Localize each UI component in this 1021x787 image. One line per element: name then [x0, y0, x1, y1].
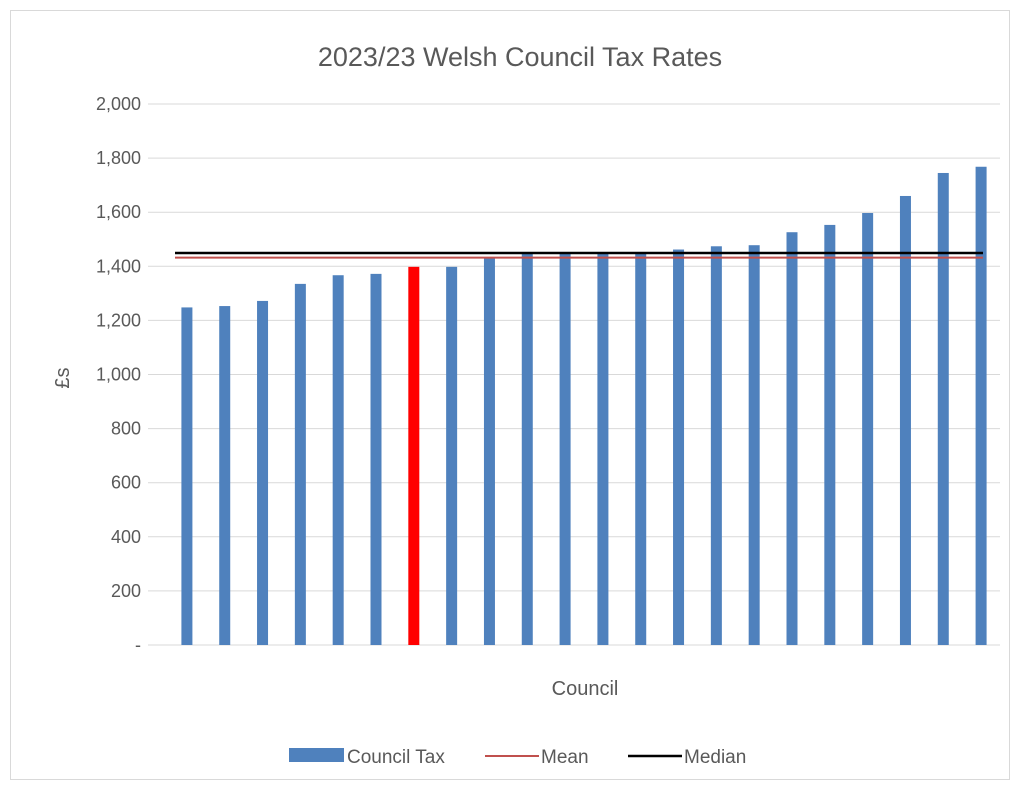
bar	[710, 246, 722, 645]
bar	[257, 300, 269, 645]
y-axis-ticks: - 200 400 600 800 1,000 1,200 1,400 1,600 1,800 2,…	[96, 94, 141, 655]
y-tick-label: 600	[111, 473, 141, 493]
bar	[862, 213, 874, 645]
bar	[370, 273, 382, 645]
y-tick-label: 400	[111, 527, 141, 547]
y-tick-label: 1,000	[96, 365, 141, 385]
legend-label: Council Tax	[347, 747, 445, 768]
y-tick-label: 2,000	[96, 94, 141, 114]
bar	[559, 252, 571, 645]
bar	[597, 252, 609, 645]
bar	[635, 252, 647, 645]
reference-lines	[175, 251, 983, 259]
bar	[521, 253, 533, 646]
y-tick-label: 800	[111, 419, 141, 439]
bars	[181, 166, 987, 646]
bar	[937, 172, 949, 646]
bar	[899, 195, 911, 645]
y-tick-label: 1,600	[96, 202, 141, 222]
bar	[294, 283, 306, 645]
chart-title: 2023/23 Welsh Council Tax Rates	[318, 42, 722, 72]
legend-label: Mean	[541, 747, 589, 768]
legend-label: Median	[684, 747, 746, 768]
bar	[332, 275, 344, 645]
bar	[446, 266, 458, 645]
highlighted-bar	[408, 266, 420, 645]
chart-frame	[10, 10, 1010, 780]
y-tick-label: -	[135, 635, 141, 655]
y-tick-label: 1,400	[96, 256, 141, 276]
x-axis-label: Council	[552, 678, 619, 700]
bar	[975, 166, 987, 646]
y-tick-label: 1,800	[96, 148, 141, 168]
legend: Council Tax Mean Median	[289, 747, 746, 768]
bar	[786, 232, 798, 646]
bar	[748, 245, 760, 646]
bar	[181, 307, 193, 645]
bar	[673, 249, 685, 646]
gridlines	[148, 103, 1000, 646]
bar	[483, 258, 495, 645]
legend-swatch-council-tax	[289, 748, 344, 762]
y-tick-label: 1,200	[96, 310, 141, 330]
y-axis-label: £s	[52, 367, 74, 388]
bar	[219, 306, 231, 645]
bar	[824, 224, 836, 645]
y-tick-label: 200	[111, 581, 141, 601]
